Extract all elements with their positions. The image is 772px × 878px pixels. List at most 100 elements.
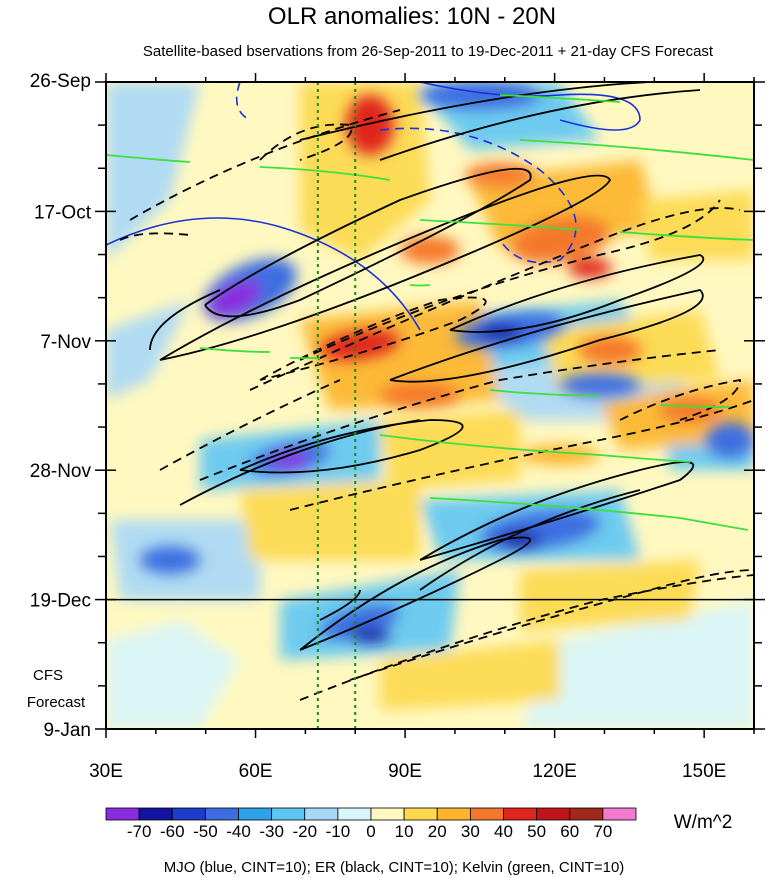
y-tick-label: 19-Dec [30, 591, 91, 612]
colorbar-label: 20 [428, 822, 447, 841]
er-contour-pos [419, 489, 641, 591]
er-contour-pos [204, 167, 532, 318]
er-contour-pos [379, 89, 701, 161]
core-pos [520, 445, 600, 465]
colorbar-label: -30 [259, 822, 284, 841]
reference-lines [316, 82, 357, 729]
core-neg [208, 280, 262, 316]
kelvin-contour [499, 94, 621, 103]
core-pos [320, 330, 400, 360]
kelvin-contour [429, 497, 749, 531]
core-pos [380, 383, 460, 407]
er-contour-dash [299, 574, 754, 701]
x-axis: 30E 60E 90E 120E 150E [89, 73, 755, 782]
colorbar-swatch [536, 807, 571, 821]
core-neg [140, 546, 200, 574]
neg-band [106, 300, 190, 400]
neg-band [106, 82, 200, 260]
mjo-contour [106, 217, 421, 331]
kelvin-contour [409, 284, 431, 287]
er-contour-pos [389, 289, 704, 383]
colorbar-label: 70 [593, 822, 612, 841]
y-tick-label: 17-Oct [34, 202, 92, 223]
x-tick-label: 90E [388, 761, 422, 782]
colorbar-label: 60 [560, 822, 579, 841]
kelvin-contour [259, 166, 391, 181]
mjo-contours [106, 82, 641, 331]
colorbar-label: 0 [366, 822, 375, 841]
pos-band [300, 300, 500, 410]
er-contour-dash [259, 296, 487, 381]
core-pos [400, 236, 460, 264]
colorbar-swatch [171, 807, 206, 821]
chart-title: OLR anomalies: 10N - 20N [268, 3, 556, 30]
colorbar-label: -70 [127, 822, 152, 841]
x-tick-label: 120E [532, 761, 576, 782]
kelvin-contour [659, 404, 731, 408]
colorbar-label: 10 [395, 822, 414, 841]
pos-band [300, 82, 430, 260]
kelvin-contour [419, 219, 581, 231]
y-axis: 26-Sep 17-Oct 7-Nov 28-Nov 19-Dec 9-Jan [30, 71, 765, 741]
plot-area [105, 81, 755, 730]
er-contour-pos [179, 419, 421, 506]
colorbar-label: -60 [160, 822, 185, 841]
colorbar-label: -40 [226, 822, 251, 841]
er-contour-dash [289, 399, 754, 511]
core-pos [568, 258, 612, 278]
er-contour-dash [349, 569, 754, 681]
x-tick-label: 60E [239, 761, 273, 782]
er-contour-pos [159, 174, 612, 361]
colorbar-swatch [271, 807, 306, 821]
colorbar-unit: W/m^2 [674, 812, 733, 833]
er-contour-pos [299, 536, 531, 651]
kelvin-contour [199, 347, 271, 353]
x-tick-label: 150E [682, 761, 726, 782]
core-neg [498, 532, 542, 548]
colorbar-label: -20 [292, 822, 317, 841]
er-contour-dash [619, 378, 741, 421]
kelvin-contour [379, 434, 691, 463]
colorbar-swatch [204, 807, 239, 821]
er-contours [119, 82, 754, 701]
colorbar-swatch [370, 807, 405, 821]
forecast-label-line1: CFS [33, 667, 63, 684]
colorbar-swatch [138, 807, 173, 821]
er-contour-dash [249, 207, 741, 391]
kelvin-contour [106, 154, 191, 163]
core-pos [346, 95, 394, 155]
kelvin-contour [519, 139, 754, 161]
er-contour-dash [119, 232, 191, 241]
colorbar-label: -10 [326, 822, 351, 841]
core-pos [510, 216, 610, 264]
er-contour-pos [449, 254, 705, 333]
core-neg [321, 604, 399, 640]
kelvin-contour [489, 389, 601, 397]
er-contour-dash [199, 349, 721, 481]
core-neg [270, 452, 310, 468]
colorbar-label: 40 [494, 822, 513, 841]
colorbar-swatch [503, 807, 538, 821]
pos-band [520, 560, 700, 630]
er-contour-pos [149, 289, 221, 351]
y-tick-label: 9-Jan [43, 720, 91, 741]
er-contour-pos [239, 419, 464, 474]
forecast-label-line2: Forecast [27, 694, 86, 711]
x-tick-label: 30E [89, 761, 123, 782]
core-neg [350, 628, 390, 642]
neg-band [106, 620, 240, 729]
kelvin-contours [106, 94, 754, 531]
neg-band [520, 600, 754, 729]
colorbar-swatch [436, 807, 471, 821]
pos-band [380, 410, 520, 490]
colorbar-swatch [569, 807, 604, 821]
colorbar-swatch [304, 807, 339, 821]
y-tick-label: 28-Nov [30, 461, 92, 482]
pos-band [640, 190, 754, 260]
colorbar-swatch [238, 807, 273, 821]
colorbar-label: -50 [193, 822, 218, 841]
colorbar-swatch [337, 807, 372, 821]
mjo-contour [419, 82, 641, 131]
chart-subtitle: Satellite-based bservations from 26-Sep-… [143, 43, 714, 60]
